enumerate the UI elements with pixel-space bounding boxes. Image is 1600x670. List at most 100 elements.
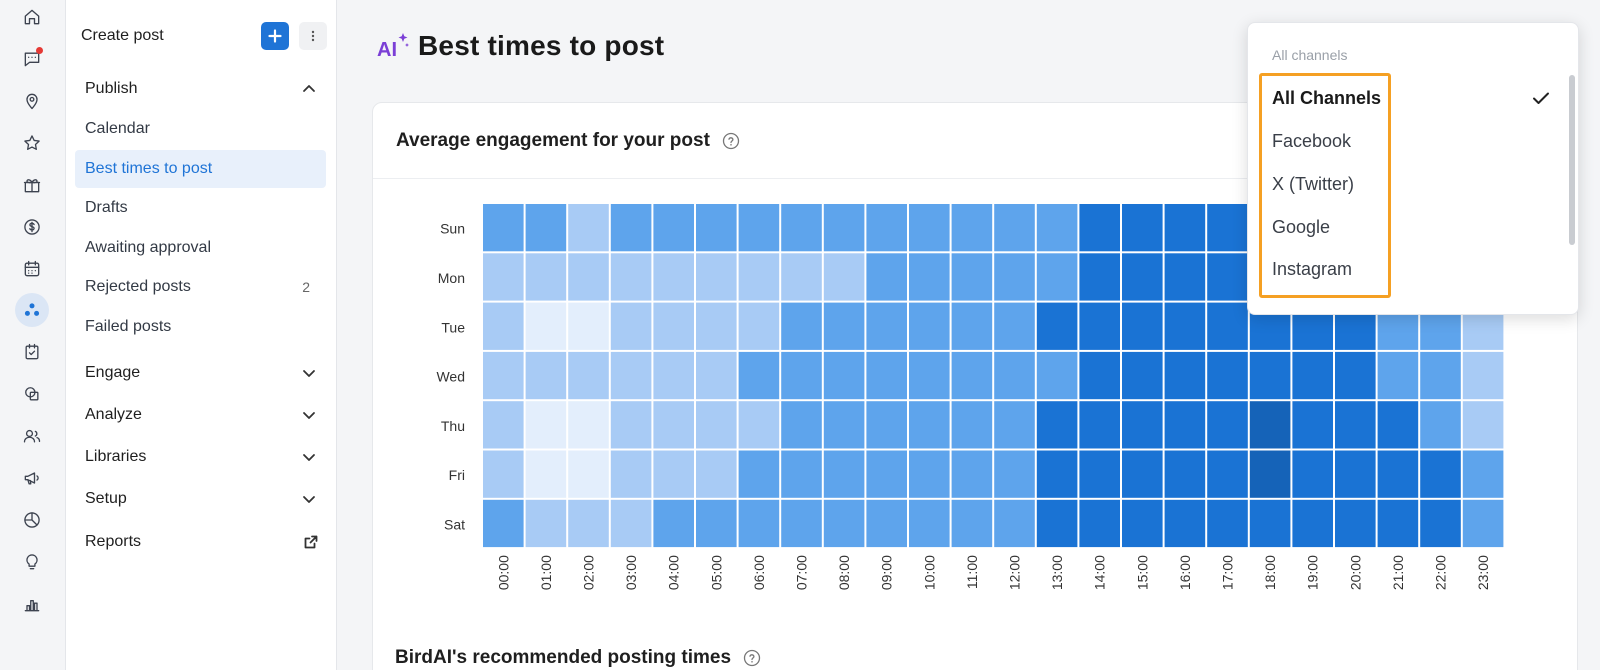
heat-cell-fri-15[interactable] bbox=[1122, 450, 1163, 498]
heat-cell-thu-21[interactable] bbox=[1377, 401, 1419, 449]
heat-cell-tue-6[interactable] bbox=[738, 302, 780, 350]
heat-cell-fri-7[interactable] bbox=[781, 450, 822, 498]
heat-cell-mon-15[interactable] bbox=[1122, 253, 1163, 301]
heat-cell-fri-17[interactable] bbox=[1207, 450, 1248, 498]
heat-cell-wed-22[interactable] bbox=[1420, 351, 1461, 400]
heat-cell-sun-8[interactable] bbox=[823, 204, 865, 252]
heat-cell-tue-3[interactable] bbox=[610, 302, 652, 350]
option-all-channels[interactable]: All Channels bbox=[1272, 87, 1382, 108]
heat-cell-fri-1[interactable] bbox=[525, 450, 567, 498]
heat-cell-mon-11[interactable] bbox=[951, 253, 993, 301]
heat-cell-fri-9[interactable] bbox=[866, 450, 907, 498]
heat-cell-wed-5[interactable] bbox=[696, 351, 737, 400]
heat-cell-mon-4[interactable] bbox=[653, 253, 694, 301]
heat-cell-tue-11[interactable] bbox=[951, 302, 993, 350]
heat-cell-thu-23[interactable] bbox=[1462, 401, 1504, 449]
heat-cell-sat-9[interactable] bbox=[866, 499, 907, 548]
heat-cell-wed-12[interactable] bbox=[994, 351, 1035, 400]
heat-cell-sat-13[interactable] bbox=[1036, 499, 1078, 548]
heat-cell-mon-8[interactable] bbox=[823, 253, 865, 301]
heat-cell-sun-10[interactable] bbox=[909, 204, 950, 252]
nav-item-awaiting-approval[interactable]: Awaiting approval bbox=[75, 229, 326, 267]
heat-cell-thu-15[interactable] bbox=[1122, 401, 1163, 449]
heat-cell-sun-6[interactable] bbox=[738, 204, 780, 252]
heat-cell-wed-20[interactable] bbox=[1335, 351, 1376, 400]
heat-cell-thu-22[interactable] bbox=[1420, 401, 1461, 449]
heat-cell-mon-5[interactable] bbox=[696, 253, 737, 301]
heat-cell-sat-17[interactable] bbox=[1207, 499, 1248, 548]
option-instagram[interactable]: Instagram bbox=[1272, 258, 1353, 279]
heat-cell-sat-22[interactable] bbox=[1420, 499, 1461, 548]
heat-cell-sat-6[interactable] bbox=[738, 499, 780, 548]
heat-cell-thu-10[interactable] bbox=[909, 401, 950, 449]
heat-cell-sun-12[interactable] bbox=[994, 204, 1035, 252]
heat-cell-thu-8[interactable] bbox=[823, 401, 865, 449]
location-pin-icon[interactable] bbox=[15, 84, 49, 118]
heat-cell-thu-5[interactable] bbox=[696, 401, 737, 449]
heat-cell-sat-5[interactable] bbox=[696, 499, 737, 548]
heat-cell-tue-13[interactable] bbox=[1036, 302, 1078, 350]
section-publish[interactable]: Publish bbox=[85, 74, 327, 104]
section-analyze[interactable]: Analyze bbox=[85, 400, 327, 430]
heat-cell-tue-5[interactable] bbox=[696, 302, 737, 350]
heat-cell-wed-13[interactable] bbox=[1036, 351, 1078, 400]
heat-cell-thu-19[interactable] bbox=[1292, 401, 1333, 449]
heat-cell-fri-19[interactable] bbox=[1292, 450, 1333, 498]
heat-cell-fri-0[interactable] bbox=[483, 450, 524, 498]
heat-cell-wed-15[interactable] bbox=[1122, 351, 1163, 400]
heat-cell-tue-4[interactable] bbox=[653, 302, 694, 350]
heat-cell-thu-0[interactable] bbox=[483, 401, 524, 449]
heat-cell-sat-7[interactable] bbox=[781, 499, 822, 548]
heat-cell-sat-0[interactable] bbox=[483, 499, 524, 548]
heat-cell-sun-11[interactable] bbox=[951, 204, 993, 252]
social-publish-icon[interactable] bbox=[15, 293, 49, 327]
dollar-icon[interactable] bbox=[15, 210, 49, 244]
heat-cell-thu-4[interactable] bbox=[653, 401, 694, 449]
heat-cell-fri-23[interactable] bbox=[1462, 450, 1504, 498]
heat-cell-sun-7[interactable] bbox=[781, 204, 822, 252]
heat-cell-sat-3[interactable] bbox=[610, 499, 652, 548]
heat-cell-tue-8[interactable] bbox=[823, 302, 865, 350]
section-setup[interactable]: Setup bbox=[85, 484, 327, 514]
nav-item-reports[interactable]: Reports bbox=[85, 527, 327, 557]
heat-cell-fri-21[interactable] bbox=[1377, 450, 1419, 498]
heat-cell-thu-6[interactable] bbox=[738, 401, 780, 449]
heat-cell-wed-8[interactable] bbox=[823, 351, 865, 400]
heat-cell-thu-1[interactable] bbox=[525, 401, 567, 449]
heat-cell-wed-0[interactable] bbox=[483, 351, 524, 400]
option-x-twitter[interactable]: X (Twitter) bbox=[1272, 173, 1355, 194]
heat-cell-fri-10[interactable] bbox=[909, 450, 950, 498]
heat-cell-tue-17[interactable] bbox=[1207, 302, 1248, 350]
shapes-icon[interactable] bbox=[15, 377, 49, 411]
heat-cell-thu-12[interactable] bbox=[994, 401, 1035, 449]
heat-cell-sun-15[interactable] bbox=[1122, 204, 1163, 252]
heat-cell-wed-7[interactable] bbox=[781, 351, 822, 400]
heat-cell-thu-11[interactable] bbox=[951, 401, 993, 449]
option-google[interactable]: Google bbox=[1272, 216, 1331, 237]
heat-cell-tue-9[interactable] bbox=[866, 302, 907, 350]
heat-cell-wed-21[interactable] bbox=[1377, 351, 1419, 400]
heat-cell-sat-12[interactable] bbox=[994, 499, 1035, 548]
heat-cell-sat-1[interactable] bbox=[525, 499, 567, 548]
heat-cell-tue-7[interactable] bbox=[781, 302, 822, 350]
contacts-icon[interactable] bbox=[15, 419, 49, 453]
nav-item-failed-posts[interactable]: Failed posts bbox=[75, 308, 326, 346]
help-icon[interactable] bbox=[743, 649, 761, 667]
heat-cell-tue-15[interactable] bbox=[1122, 302, 1163, 350]
heat-cell-wed-17[interactable] bbox=[1207, 351, 1248, 400]
heat-cell-mon-2[interactable] bbox=[568, 253, 609, 301]
nav-item-drafts[interactable]: Drafts bbox=[75, 189, 326, 227]
heat-cell-sun-14[interactable] bbox=[1079, 204, 1120, 252]
heat-cell-tue-1[interactable] bbox=[525, 302, 567, 350]
heat-cell-sat-18[interactable] bbox=[1249, 499, 1291, 548]
heat-cell-sat-19[interactable] bbox=[1292, 499, 1333, 548]
nav-item-best-times[interactable]: Best times to post bbox=[75, 150, 326, 188]
heat-cell-mon-6[interactable] bbox=[738, 253, 780, 301]
heat-cell-tue-2[interactable] bbox=[568, 302, 609, 350]
heat-cell-sun-2[interactable] bbox=[568, 204, 609, 252]
dropdown-scrollbar[interactable] bbox=[1569, 75, 1575, 245]
bar-chart-icon[interactable] bbox=[15, 587, 49, 621]
heat-cell-sun-13[interactable] bbox=[1036, 204, 1078, 252]
heat-cell-mon-14[interactable] bbox=[1079, 253, 1120, 301]
nav-item-calendar[interactable]: Calendar bbox=[75, 110, 326, 148]
